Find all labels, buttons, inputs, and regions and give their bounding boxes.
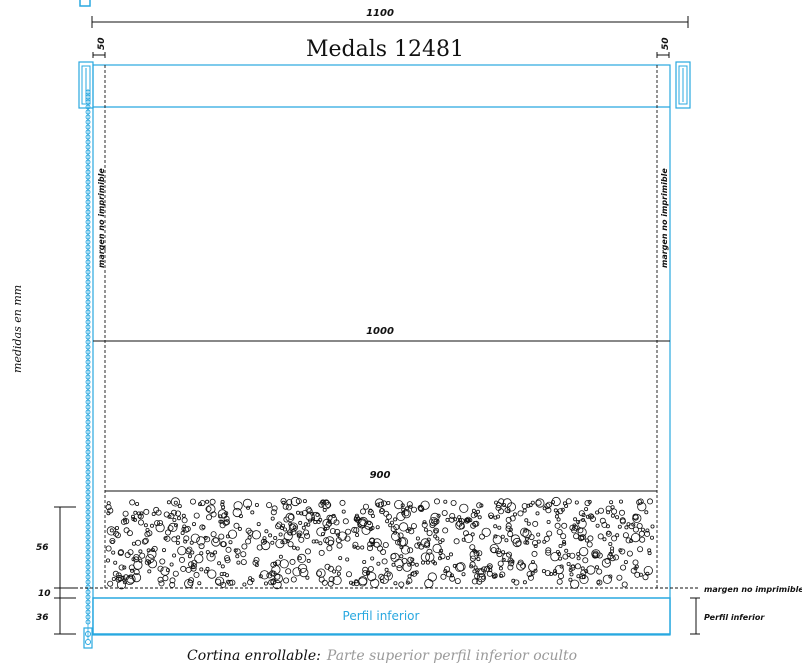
- right-bracket-icon: [675, 61, 691, 109]
- profile-dimension-label: Perfil inferior: [704, 613, 765, 622]
- dimension-1000-label: 1000: [366, 326, 394, 337]
- dimension-1100: 1100: [91, 8, 689, 28]
- dimension-50-right-label: 50: [661, 37, 671, 50]
- margin-label-right: margen no imprimible: [660, 168, 669, 268]
- margin-label-left: margen no imprimible: [97, 168, 106, 268]
- dimension-50-left: 50: [92, 37, 107, 58]
- blind-fabric-outline: [92, 64, 671, 636]
- bottom-profile-bar: [92, 597, 671, 635]
- dimension-50-left-label: 50: [97, 37, 107, 50]
- dimension-36-label: 36: [36, 613, 49, 623]
- caption-strong: Cortina enrollable:: [187, 648, 321, 664]
- units-label: medidas en mm: [11, 285, 24, 373]
- dimension-900-label: 900: [370, 470, 391, 481]
- chain-weight-icon: [83, 627, 93, 649]
- left-dimension-stack: [54, 506, 76, 635]
- dimension-56-label: 56: [36, 543, 49, 553]
- bubble-pattern: [105, 496, 655, 590]
- caption-rest: Parte superior perfil inferior oculto: [326, 648, 577, 664]
- dimension-50-right: 50: [656, 37, 671, 58]
- bottom-profile-label: Perfil inferior: [343, 609, 420, 623]
- dimension-1100-label: 1100: [366, 8, 394, 19]
- dimension-10-label: 10: [38, 589, 51, 599]
- page-title: Medals 12481: [306, 37, 464, 62]
- caption: Cortina enrollable: Parte superior perfil…: [187, 648, 577, 664]
- margin-label-bottom: margen no imprimible: [704, 585, 802, 594]
- top-marker-icon: [79, 0, 91, 7]
- bead-chain-icon: [85, 89, 91, 640]
